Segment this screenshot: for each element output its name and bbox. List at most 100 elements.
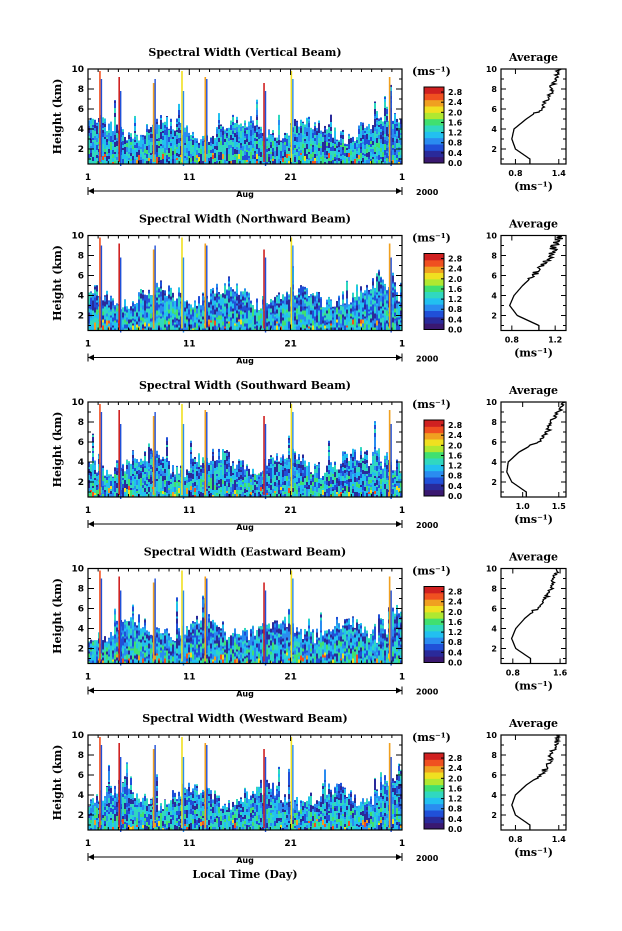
spike-mark	[152, 83, 155, 162]
avg-y-tick-label: 6	[491, 771, 497, 780]
colorbar-unit: (ms⁻¹)	[412, 398, 451, 411]
panel-title: Spectral Width (Westward Beam)	[142, 712, 347, 725]
colorbar-tick-label: 2.8	[448, 754, 463, 763]
y-axis-label: Height (km)	[51, 79, 64, 155]
year-label: 2000	[416, 688, 439, 697]
panel-3: Spectral Width (Eastward Beam)1 11 21 12468…	[51, 546, 568, 699]
colorbar-segment	[424, 106, 444, 113]
y-axis-label: Height (km)	[51, 412, 64, 488]
colorbar-segment	[424, 131, 444, 139]
spike-mark	[152, 582, 155, 662]
colorbar-tick-label: 1.6	[448, 451, 463, 460]
spike-mark	[204, 576, 207, 662]
colorbar-tick-label: 0.0	[448, 492, 463, 501]
average-profile	[510, 568, 560, 664]
colorbar-frame	[423, 752, 445, 830]
colorbar-segment	[424, 420, 444, 427]
y-axis-label: Height (km)	[51, 245, 64, 321]
colorbar-tick-label: 1.2	[448, 795, 462, 804]
avg-y-tick-label: 10	[486, 232, 498, 241]
arrow-left	[88, 687, 94, 694]
colorbar-tick-label: 0.8	[448, 139, 463, 148]
spike-mark	[204, 410, 207, 495]
spike-mark	[290, 404, 293, 495]
x-tick-label: 1	[85, 839, 91, 849]
colorbar-segment	[424, 599, 444, 606]
panel-frame	[87, 734, 403, 831]
colorbar-segment	[424, 765, 444, 773]
colorbar-tick-label: 0.8	[448, 638, 463, 647]
y-tick-label: 8	[78, 418, 84, 428]
colorbar-tick-label: 2.4	[448, 598, 463, 607]
y-tick-label: 6	[78, 272, 84, 282]
arrow-right	[396, 687, 402, 694]
spike-mark	[118, 410, 120, 495]
colorbar-frame	[423, 419, 445, 497]
colorbar-segment	[424, 118, 444, 126]
colorbar-tick-label: 2.4	[448, 265, 463, 274]
average-panel: Average 2 4 6 8 10 1.0 1.5 (ms⁻¹)	[486, 384, 567, 526]
colorbar-segment	[424, 87, 444, 94]
spike-mark	[118, 77, 120, 162]
spike-mark	[99, 404, 101, 495]
panel-4: Spectral Width (Westward Beam)1 11 21 12468…	[51, 712, 567, 865]
colorbar-tick-label: 2.4	[448, 98, 463, 107]
x-tick-label: 21	[284, 506, 297, 516]
avg-y-tick-label: 4	[491, 791, 497, 800]
average-panel: Average 2 4 6 8 10 0.8 1.4 (ms⁻¹)	[486, 51, 567, 193]
colorbar-segment	[424, 643, 444, 651]
average-frame	[500, 68, 567, 165]
colorbar-segment	[424, 144, 444, 151]
spike-mark	[204, 743, 207, 828]
year-label: 2000	[416, 854, 439, 863]
colorbar-tick-label: 2.8	[448, 421, 463, 430]
avg-x-tick-label: 1.0	[516, 502, 531, 511]
colorbar-tick-label: 0.0	[448, 659, 463, 668]
spike-mark	[99, 71, 101, 162]
colorbar-segment	[424, 637, 444, 644]
avg-x-axis-label: (ms⁻¹)	[514, 513, 553, 526]
avg-y-tick-label: 2	[491, 312, 497, 321]
colorbar-segment	[424, 611, 444, 619]
colorbar-segment	[424, 822, 444, 830]
colorbar-segment	[424, 426, 444, 434]
panel-title: Spectral Width (Northward Beam)	[139, 213, 351, 226]
avg-x-tick-label: 1.5	[552, 502, 567, 511]
avg-y-tick-label: 8	[491, 85, 497, 94]
y-tick-label: 10	[71, 731, 84, 741]
colorbar-segment	[424, 458, 444, 465]
panel-1: Spectral Width (Northward Beam)1 11 21 1246…	[51, 213, 567, 366]
y-tick-label: 6	[78, 771, 84, 781]
panel-title: Spectral Width (Vertical Beam)	[148, 46, 341, 59]
colorbar-segment	[424, 291, 444, 299]
average-title: Average	[508, 717, 558, 730]
y-tick-label: 4	[78, 292, 84, 302]
colorbar-segment	[424, 253, 444, 261]
colorbar-segment	[424, 323, 444, 330]
colorbar-segment	[424, 451, 444, 459]
colorbar-segment	[424, 791, 444, 798]
colorbar-tick-label: 2.8	[448, 588, 463, 597]
y-tick-label: 2	[78, 645, 84, 655]
colorbar-tick-label: 0.4	[448, 648, 463, 657]
heatmap-field	[88, 737, 402, 832]
y-tick-label: 4	[78, 125, 84, 135]
colorbar-tick-label: 1.2	[448, 628, 462, 637]
average-title: Average	[508, 551, 558, 564]
x-tick-label: 11	[183, 340, 196, 350]
colorbar-segment	[424, 464, 444, 472]
spike-mark	[388, 243, 391, 329]
colorbar-frame	[423, 86, 445, 164]
avg-x-tick-label: 0.8	[508, 169, 523, 178]
colorbar-segment	[424, 477, 444, 484]
avg-x-axis-label: (ms⁻¹)	[514, 846, 553, 859]
avg-y-tick-label: 10	[486, 65, 498, 74]
year-label: 2000	[416, 188, 439, 197]
spike-mark	[204, 77, 207, 162]
y-tick-label: 8	[78, 585, 84, 595]
arrow-right	[396, 854, 402, 860]
month-label: Aug	[236, 523, 254, 532]
colorbar-segment	[424, 489, 444, 497]
spike-mark	[263, 249, 265, 329]
avg-y-tick-label: 2	[491, 145, 497, 154]
